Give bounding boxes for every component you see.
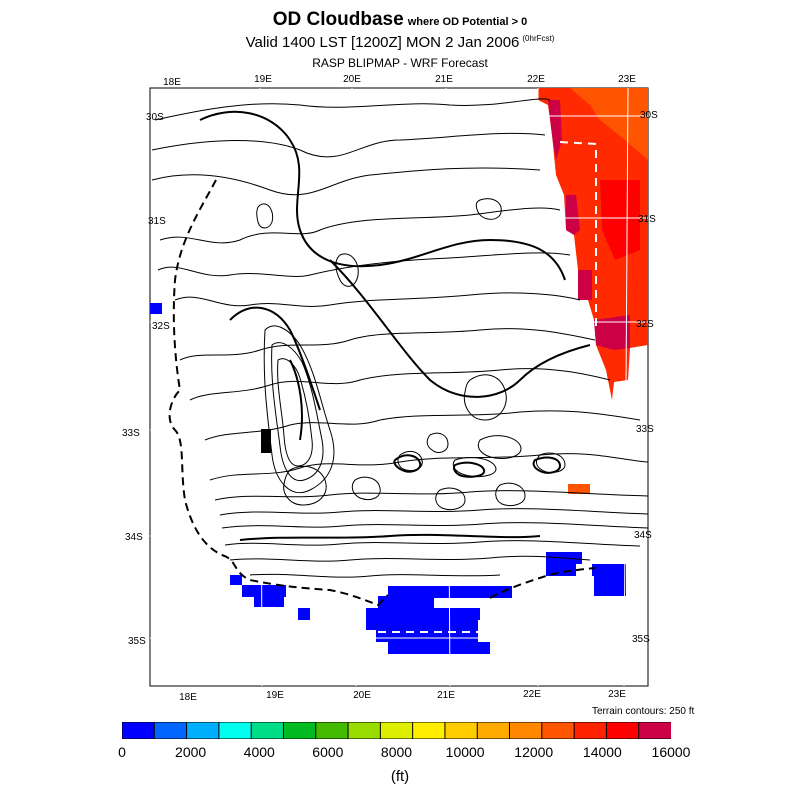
terrain-contour-note: Terrain contours: 250 ft xyxy=(592,706,695,717)
colorbar-swatch xyxy=(122,722,156,739)
lat-label-right: 33S xyxy=(636,424,654,435)
colorbar-swatch xyxy=(573,722,608,739)
colorbar-swatch xyxy=(412,722,446,739)
lat-label-right: 34S xyxy=(634,530,652,541)
lat-label-right: 30S xyxy=(640,110,658,121)
colorbar-tick-label: 4000 xyxy=(243,744,275,760)
lon-label-bottom: 22E xyxy=(523,689,541,700)
lon-label-bottom: 20E xyxy=(353,690,371,701)
lat-label-right: 31S xyxy=(638,214,656,225)
colorbar-swatch xyxy=(638,722,671,739)
colorbar-swatch xyxy=(186,722,220,739)
forecast-hour: (0hrFcst) xyxy=(522,34,555,43)
lon-labels-top: 18E 19E 20E 21E 22E 23E xyxy=(163,74,636,88)
lat-label-left: 33S xyxy=(122,428,140,439)
lat-label-left: 35S xyxy=(128,636,146,647)
lon-label-top: 18E xyxy=(163,77,181,88)
map-source: RASP BLIPMAP - WRF Forecast xyxy=(312,56,488,70)
lon-labels-bottom: 18E 19E 20E 21E 22E 23E xyxy=(179,689,626,703)
title-main: OD Cloudbase xyxy=(272,9,404,30)
colorbar-tick-label: 2000 xyxy=(175,744,207,760)
colorbar-swatch xyxy=(347,722,382,739)
colorbar-swatch xyxy=(379,722,414,739)
lon-label-bottom: 19E xyxy=(266,690,284,701)
map-title: OD Cloudbase where OD Potential > 0 xyxy=(0,9,800,31)
colorbar-swatch xyxy=(218,722,253,739)
graticule xyxy=(150,87,648,687)
colorbar-swatch xyxy=(605,722,640,739)
colorbar-tick-label: 8000 xyxy=(380,744,413,760)
colorbar-tick-label: 0 xyxy=(118,744,126,760)
colorbar-tick-label: 12000 xyxy=(514,744,554,760)
colorbar-swatch xyxy=(444,722,479,739)
colorbar-swatch xyxy=(315,722,350,739)
colorbar-swatch xyxy=(541,722,576,739)
lon-label-top: 23E xyxy=(618,74,636,85)
lon-label-bottom: 23E xyxy=(608,689,626,700)
colorbar-swatch xyxy=(509,722,543,739)
map-subtitle: Valid 1400 LST [1200Z] MON 2 Jan 2006 (0h… xyxy=(0,34,800,51)
lat-labels-left: 30S 31S 32S 33S 34S 35S xyxy=(122,112,170,647)
lon-label-top: 19E xyxy=(254,74,272,85)
thick-terrain-contours xyxy=(199,110,591,541)
colorbar-ticks: 0 2000 4000 6000 8000 10000 12000 14000 16000 xyxy=(0,744,800,764)
lon-label-top: 20E xyxy=(343,74,361,85)
colorbar-tick-label: 14000 xyxy=(582,744,622,760)
lon-label-top: 22E xyxy=(527,74,545,85)
colorbar-swatch xyxy=(153,722,188,739)
colorbar-tick-label: 6000 xyxy=(312,744,344,760)
coastline xyxy=(168,179,596,607)
colorbar xyxy=(122,722,671,739)
subtitle-text: Valid 1400 LST [1200Z] MON 2 Jan 2006 xyxy=(245,34,520,51)
colorbar-tick-label: 10000 xyxy=(445,744,485,760)
colorbar-swatch xyxy=(282,722,317,739)
lat-label-right: 35S xyxy=(632,634,650,645)
colorbar-tick-label: 16000 xyxy=(651,744,691,760)
terrain-contours xyxy=(151,98,649,578)
coastline-over-blue xyxy=(378,141,597,633)
colorbar-swatch xyxy=(476,722,511,739)
lat-label-right: 32S xyxy=(636,319,654,330)
lon-label-top: 21E xyxy=(435,74,453,85)
colorbar-swatch xyxy=(250,722,285,739)
lon-label-bottom: 18E xyxy=(179,692,197,703)
lat-label-left: 32S xyxy=(152,321,170,332)
lat-label-left: 34S xyxy=(125,532,143,543)
lon-label-bottom: 21E xyxy=(437,690,455,701)
lat-label-left: 30S xyxy=(146,112,164,123)
title-qualifier: where OD Potential > 0 xyxy=(407,16,528,28)
colorbar-unit: (ft) xyxy=(390,768,410,785)
lat-label-left: 31S xyxy=(148,216,166,227)
lat-labels-right: 30S 31S 32S 33S 34S 35S xyxy=(632,110,658,645)
